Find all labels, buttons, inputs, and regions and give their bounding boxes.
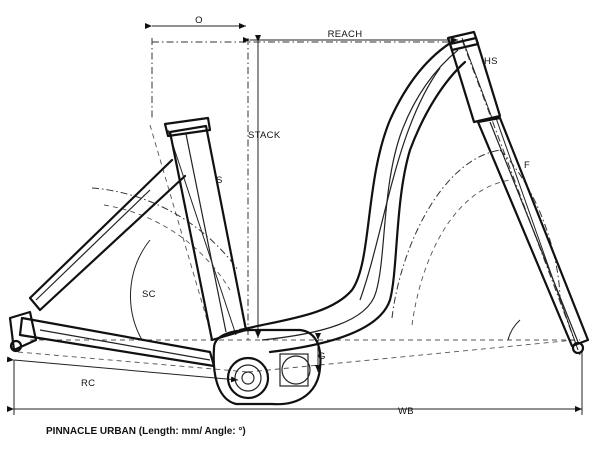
label-wb: WB: [398, 406, 414, 417]
wheel-arcs: [91, 149, 561, 326]
dimension-lines: [6, 23, 583, 415]
diagram-caption: PINNACLE URBAN (Length: mm/ Angle: °): [46, 426, 246, 437]
label-stack: STACK: [248, 130, 281, 141]
bike-frame: [8, 30, 590, 406]
label-reach: REACH: [328, 29, 363, 40]
label-o: O: [195, 15, 203, 26]
dimension-labels: O REACH HS STACK S F SC G RC WB: [81, 15, 530, 417]
label-g: G: [318, 351, 326, 362]
label-hs: HS: [484, 56, 498, 67]
label-s: S: [216, 175, 223, 186]
label-f: F: [524, 160, 530, 171]
label-rc: RC: [81, 378, 95, 389]
label-sc: SC: [142, 289, 156, 300]
construction-lines: [17, 38, 581, 373]
